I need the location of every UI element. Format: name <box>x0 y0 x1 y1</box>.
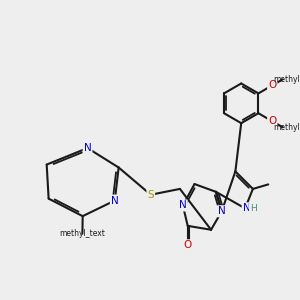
Text: N: N <box>111 196 118 206</box>
Text: N: N <box>179 200 187 210</box>
Text: methyl: methyl <box>273 123 300 132</box>
Text: O: O <box>268 80 276 90</box>
Text: N: N <box>243 203 250 213</box>
Text: N: N <box>218 206 226 216</box>
Text: N: N <box>84 143 92 153</box>
Text: O: O <box>184 240 192 250</box>
Text: H: H <box>250 204 256 213</box>
Text: S: S <box>147 190 154 200</box>
Text: O: O <box>268 116 276 126</box>
Text: methyl: methyl <box>273 75 300 84</box>
Text: methyl_text: methyl_text <box>59 229 105 238</box>
